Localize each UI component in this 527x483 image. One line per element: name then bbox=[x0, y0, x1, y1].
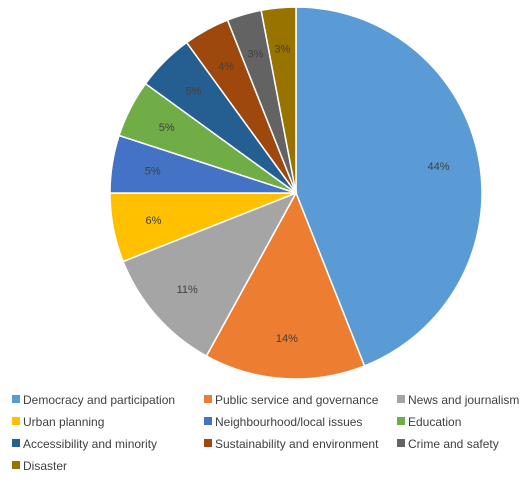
data-label-public-service-and-governance: 14% bbox=[276, 333, 298, 345]
legend-label: Sustainability and environment bbox=[215, 437, 379, 451]
pie-slice-disaster bbox=[260, 6, 297, 194]
legend-swatch bbox=[204, 417, 212, 425]
legend-item-news-and-journalism: News and journalism bbox=[397, 393, 519, 407]
legend-swatch bbox=[204, 439, 212, 447]
pie-slice-public-service-and-governance bbox=[205, 191, 366, 380]
legend-swatch bbox=[397, 417, 405, 425]
data-label-sustainability-and-environment: 4% bbox=[218, 61, 234, 73]
legend-swatch bbox=[12, 395, 20, 403]
legend-swatch bbox=[12, 461, 20, 469]
legend-item-urban-planning: Urban planning bbox=[12, 415, 104, 429]
data-label-disaster: 3% bbox=[274, 44, 290, 56]
legend-label: Democracy and participation bbox=[23, 393, 175, 407]
legend-swatch bbox=[397, 395, 405, 403]
legend-label: Accessibility and minority bbox=[23, 437, 157, 451]
legend-item-education: Education bbox=[397, 415, 461, 429]
legend-label: Disaster bbox=[23, 459, 67, 473]
legend-item-disaster: Disaster bbox=[12, 459, 67, 473]
legend-label: Urban planning bbox=[23, 415, 104, 429]
pie-data-labels: 44% 14% 11% 6% 5% 5% 5% 4% 3% 3% bbox=[145, 44, 450, 345]
legend-label: Neighbourhood/local issues bbox=[215, 415, 362, 429]
data-label-neighbourhood-local-issues: 5% bbox=[145, 165, 161, 177]
legend-label: News and journalism bbox=[408, 393, 519, 407]
data-label-education: 5% bbox=[159, 122, 175, 134]
legend-label: Education bbox=[408, 415, 461, 429]
legend-swatch bbox=[204, 395, 212, 403]
legend-swatch bbox=[397, 439, 405, 447]
legend-item-crime-and-safety: Crime and safety bbox=[397, 437, 499, 451]
pie-slice-democracy-and-participation bbox=[295, 6, 483, 367]
data-label-crime-and-safety: 3% bbox=[248, 49, 264, 61]
pie-slice-news-and-journalism bbox=[122, 191, 298, 358]
pie-slices bbox=[109, 6, 483, 380]
legend-item-public-service-and-governance: Public service and governance bbox=[204, 393, 379, 407]
data-label-democracy-and-participation: 44% bbox=[427, 161, 449, 173]
legend: Democracy and participation Public servic… bbox=[12, 393, 519, 473]
legend-swatch bbox=[12, 417, 20, 425]
legend-label: Public service and governance bbox=[215, 393, 379, 407]
data-label-urban-planning: 6% bbox=[146, 215, 162, 227]
legend-item-sustainability-and-environment: Sustainability and environment bbox=[204, 437, 379, 451]
data-label-news-and-journalism: 11% bbox=[177, 284, 198, 296]
data-label-accessibility-and-minority: 5% bbox=[185, 85, 201, 97]
legend-item-accessibility-and-minority: Accessibility and minority bbox=[12, 437, 157, 451]
legend-swatch bbox=[12, 439, 20, 447]
legend-label: Crime and safety bbox=[408, 437, 499, 451]
legend-item-democracy-and-participation: Democracy and participation bbox=[12, 393, 175, 407]
legend-item-neighbourhood-local-issues: Neighbourhood/local issues bbox=[204, 415, 362, 429]
